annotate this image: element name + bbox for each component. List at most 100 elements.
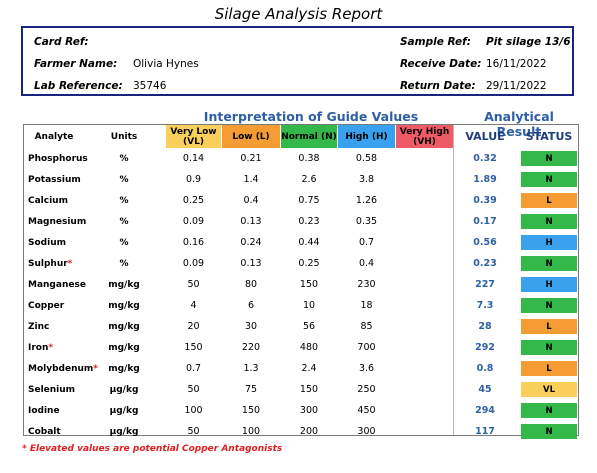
status-badge: L [521, 319, 577, 334]
analyte-name: Iron [28, 342, 49, 353]
low-value: 0.24 [240, 237, 262, 248]
status-cell: L [521, 358, 577, 379]
very-low-value: 0.16 [182, 237, 205, 248]
analyte-name: Potassium [28, 174, 81, 185]
return-date-label: Return Date: [400, 80, 476, 92]
header-high: High (H) [338, 125, 395, 148]
status-badge: N [521, 403, 577, 418]
high-value: 0.4 [358, 258, 375, 269]
high-value: 300 [357, 426, 376, 437]
status-badge: N [521, 214, 577, 229]
very-low-value: 0.7 [185, 363, 202, 374]
analytical-result-heading: Analytical Result [484, 109, 554, 139]
analyte-cell: Iodine [28, 400, 60, 421]
table-row: Manganese mg/kg 50 80 150 230 227 H [24, 274, 578, 295]
low-value: 80 [244, 279, 258, 290]
normal-value: 0.38 [298, 153, 320, 164]
status-badge: N [521, 298, 577, 313]
status-cell: N [521, 400, 577, 421]
high-value: 450 [357, 405, 376, 416]
analyte-name: Iodine [28, 405, 60, 416]
analyte-name: Molybdenum [28, 363, 94, 374]
table-row: Cobalt µg/kg 50 100 200 300 117 N [24, 421, 578, 442]
analyte-cell: Magnesium [28, 211, 86, 232]
card-row-3: Lab Reference: 35746 Return Date: 29/11/… [23, 80, 572, 100]
result-value: 1.89 [473, 174, 497, 185]
analyte-name: Phosphorus [28, 153, 88, 164]
units-cell: µg/kg [109, 384, 139, 395]
status-badge: N [521, 256, 577, 271]
normal-value: 150 [299, 279, 319, 290]
low-value: 6 [247, 300, 255, 311]
units-cell: mg/kg [108, 321, 140, 332]
header-low: Low (L) [222, 125, 280, 148]
card-row-1: Card Ref: Sample Ref: Pit silage 13/6 [23, 36, 572, 56]
analyte-cell: Copper [28, 295, 64, 316]
normal-value: 0.75 [298, 195, 320, 206]
analyte-name: Magnesium [28, 216, 87, 227]
card-ref-label: Card Ref: [34, 36, 89, 48]
header-status: STATUS [525, 129, 573, 143]
units-cell: mg/kg [108, 300, 140, 311]
interpretation-heading: Interpretation of Guide Values [203, 109, 419, 124]
units-cell: % [119, 237, 129, 248]
copper-antagonist-marker: * [48, 342, 54, 353]
very-low-value: 0.25 [182, 195, 205, 206]
low-value: 1.4 [243, 174, 259, 185]
analyte-name: Manganese [28, 279, 86, 290]
status-cell: N [521, 211, 577, 232]
analyte-cell: Manganese [28, 274, 86, 295]
lab-reference-value: 35746 [133, 80, 167, 92]
result-value: 0.23 [473, 258, 497, 269]
analyte-name: Sodium [28, 237, 66, 248]
result-value: 294 [475, 405, 495, 416]
analyte-cell: Sodium [28, 232, 66, 253]
high-value: 0.7 [358, 237, 375, 248]
header-analyte: Analyte [34, 131, 74, 142]
result-value: 0.56 [473, 237, 497, 248]
normal-value: 300 [299, 405, 319, 416]
normal-value: 0.25 [298, 258, 320, 269]
result-value: 28 [478, 321, 492, 332]
report-title: Silage Analysis Report [214, 5, 383, 23]
column-divider [453, 125, 454, 435]
analyte-name: Selenium [28, 384, 76, 395]
receive-date-label: Receive Date: [400, 58, 482, 70]
very-low-value: 4 [190, 300, 197, 311]
status-badge: L [521, 361, 577, 376]
table-row: Zinc mg/kg 20 30 56 85 28 L [24, 316, 578, 337]
table-row: Phosphorus% 0.14 0.21 0.38 0.58 0.32 N [24, 148, 578, 169]
normal-value: 2.6 [301, 174, 317, 185]
result-value: 0.39 [473, 195, 497, 206]
return-date-value: 29/11/2022 [486, 80, 547, 92]
copper-antagonist-marker: * [67, 258, 73, 269]
high-value: 700 [357, 342, 376, 353]
very-low-value: 150 [184, 342, 203, 353]
farmer-name-value: Olivia Hynes [133, 58, 199, 70]
very-low-value: 0.09 [182, 216, 205, 227]
header-value: VALUE [465, 129, 505, 143]
analyte-cell: Selenium [28, 379, 75, 400]
status-cell: L [521, 190, 577, 211]
status-badge: VL [521, 382, 577, 397]
table-row: Sodium% 0.16 0.24 0.44 0.7 0.56 H [24, 232, 578, 253]
copper-antagonist-marker: * [93, 363, 98, 374]
analyte-cell: Molybdenum * [28, 358, 98, 379]
high-value: 3.8 [358, 174, 375, 185]
status-cell: VL [521, 379, 577, 400]
result-value: 0.17 [473, 216, 497, 227]
result-value: 0.32 [473, 153, 497, 164]
status-cell: N [521, 295, 577, 316]
units-cell: mg/kg [108, 363, 140, 374]
analyte-name: Zinc [28, 321, 50, 332]
table-row: Iodine µg/kg 100 150 300 450 294 N [24, 400, 578, 421]
units-cell: % [119, 153, 129, 164]
units-cell: % [119, 258, 129, 269]
low-value: 0.13 [240, 258, 262, 269]
very-low-value: 100 [184, 405, 203, 416]
sample-info-card: Card Ref: Sample Ref: Pit silage 13/6 Fa… [21, 26, 574, 96]
card-row-2: Farmer Name: Olivia Hynes Receive Date: … [23, 58, 572, 78]
result-value: 227 [475, 279, 495, 290]
high-value: 85 [360, 321, 373, 332]
result-value: 45 [478, 384, 492, 395]
